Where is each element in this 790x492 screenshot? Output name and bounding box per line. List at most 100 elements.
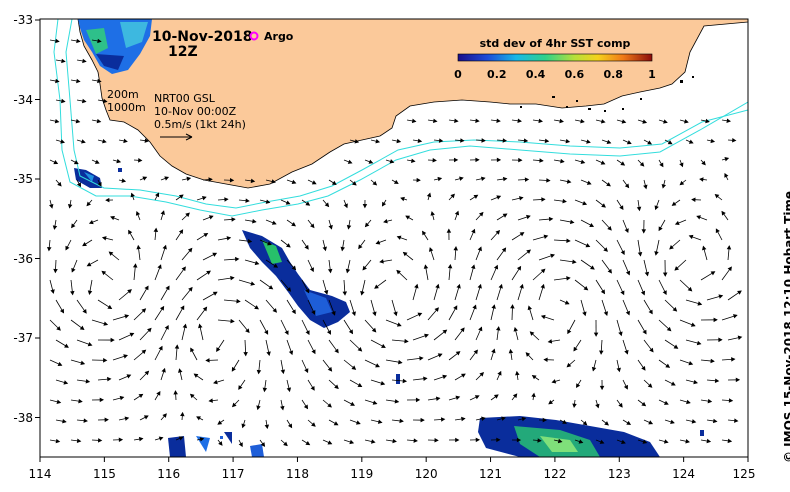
current-vector-head	[178, 368, 183, 373]
current-vector-head	[569, 219, 575, 225]
current-vector-head	[607, 268, 612, 274]
current-vector-head	[286, 287, 292, 292]
current-vector-head	[62, 418, 67, 424]
current-vector-head	[687, 286, 693, 292]
current-vector-head	[323, 290, 329, 295]
current-vector-head	[105, 197, 110, 203]
current-vector-head	[63, 380, 69, 385]
current-vector-head	[101, 270, 107, 276]
current-vector-head	[162, 413, 167, 418]
current-vector-head	[291, 265, 297, 271]
current-vector-head	[288, 350, 294, 356]
current-vector-head	[417, 138, 423, 144]
current-vector-head	[527, 305, 532, 311]
current-vector-head	[226, 236, 232, 241]
current-vector-head	[623, 384, 628, 390]
current-vector-head	[178, 229, 184, 235]
current-vector-head	[57, 181, 62, 187]
current-vector-head	[402, 378, 408, 384]
current-vector-head	[136, 244, 141, 250]
current-vector-head	[713, 317, 718, 323]
current-vector-head	[291, 179, 297, 185]
current-vector-head	[434, 307, 439, 312]
current-vector-head	[548, 400, 553, 405]
current-vector-head	[375, 363, 380, 368]
current-vector-head	[396, 235, 402, 240]
current-vector-head	[454, 210, 460, 216]
current-vector-head	[49, 204, 54, 209]
current-vector-head	[333, 421, 339, 426]
current-vector-head	[381, 201, 387, 207]
current-vector-head	[129, 332, 135, 337]
current-vector-head	[193, 373, 199, 378]
current-vector-head	[102, 138, 107, 144]
current-vector-head	[311, 180, 317, 185]
current-vector-head	[238, 442, 243, 448]
current-vector-head	[454, 118, 459, 123]
current-vector-head	[362, 204, 368, 209]
current-vector-head	[453, 246, 458, 251]
current-vector-head	[402, 251, 408, 257]
current-vector-head	[516, 437, 522, 443]
current-vector-head	[396, 138, 402, 144]
current-vector-head	[496, 195, 502, 200]
current-vector-head	[392, 438, 397, 444]
current-vector-head	[496, 157, 502, 163]
current-vector-head	[688, 139, 694, 144]
islets	[520, 76, 694, 112]
current-vector-head	[55, 78, 60, 84]
current-vector-head	[143, 415, 149, 420]
current-vector-head	[531, 375, 537, 380]
current-vector-head	[647, 383, 653, 388]
current-vector-head	[178, 194, 184, 199]
current-vector-head	[399, 418, 404, 424]
current-vector-head	[199, 437, 205, 442]
current-vector-head	[280, 369, 286, 375]
current-vector-head	[580, 159, 586, 164]
current-vector-head	[64, 343, 69, 348]
current-vector-head	[345, 268, 351, 274]
current-vector-head	[572, 403, 577, 408]
current-vector-head	[82, 308, 87, 314]
current-vector-head	[144, 285, 149, 291]
current-vector-head	[526, 214, 531, 220]
current-vector-head	[305, 440, 311, 446]
current-vector-head	[567, 329, 572, 335]
current-vector-head	[159, 305, 165, 311]
current-vector-head	[497, 370, 502, 376]
current-vector-head	[201, 196, 207, 201]
current-vector-head	[368, 159, 374, 164]
current-vector-head	[208, 177, 213, 182]
colorbar-tick-label: 0.8	[603, 68, 623, 81]
current-vector-head	[654, 251, 659, 256]
current-vector-head	[437, 353, 443, 358]
x-tick-label: 125	[733, 467, 756, 481]
x-tick-label: 114	[29, 467, 52, 481]
current-vector-head	[580, 118, 585, 124]
current-vector-head	[710, 271, 716, 276]
current-vector-head	[453, 157, 459, 163]
current-vector-head	[737, 290, 742, 295]
current-vector-head	[663, 439, 669, 444]
current-vector-head	[423, 264, 429, 269]
current-vector-head	[724, 173, 729, 178]
current-vector-head	[582, 311, 587, 317]
current-vector-head	[304, 368, 309, 374]
current-vector-head	[180, 411, 185, 417]
current-vector-head	[453, 305, 458, 311]
current-vector-head	[389, 159, 395, 164]
x-tick-label: 124	[672, 467, 695, 481]
current-vector-head	[78, 398, 83, 404]
current-vector-head	[231, 217, 236, 222]
current-vector-head	[327, 403, 332, 408]
current-vector-head	[52, 225, 58, 230]
current-vector-head	[478, 211, 484, 217]
current-vector-head	[57, 361, 63, 366]
current-vector-head	[659, 162, 664, 168]
current-vector-head	[426, 192, 432, 198]
current-vector-head	[691, 197, 696, 202]
current-vector-head	[641, 365, 646, 371]
current-vector-head	[663, 119, 668, 124]
current-vector-head	[642, 439, 648, 444]
current-vector-head	[271, 220, 277, 225]
